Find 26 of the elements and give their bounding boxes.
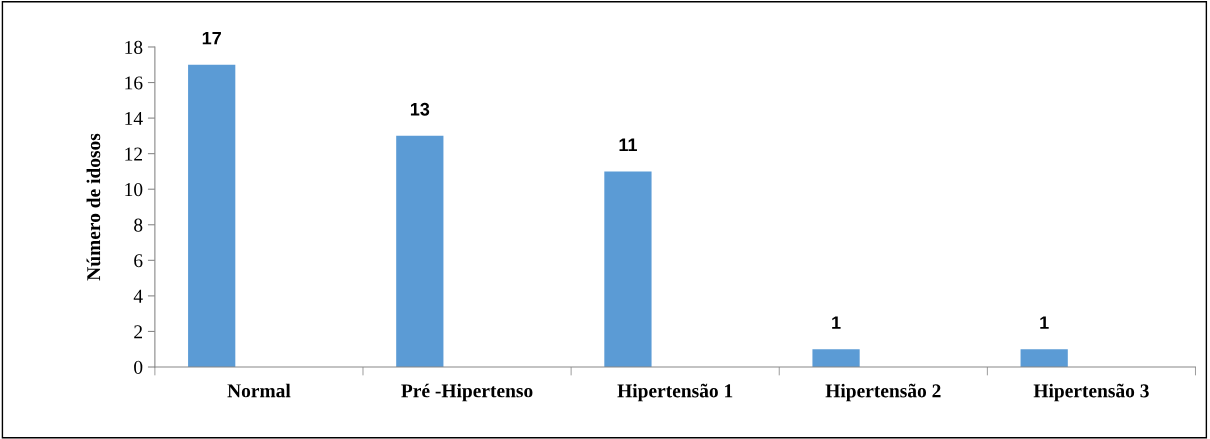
x-tick-label: Normal [227, 383, 291, 398]
y-tick-label: 8 [134, 218, 143, 232]
data-label: 17 [202, 31, 221, 45]
x-tick-label: Hipertensão 3 [1033, 383, 1149, 402]
y-tick-label: 16 [125, 76, 143, 90]
y-axis-title: Número de idosos [86, 133, 101, 281]
y-tick-label: 12 [125, 147, 142, 161]
data-label: 11 [619, 138, 637, 152]
y-tick-label: 4 [133, 289, 143, 303]
x-tick-label: Hipertensão 2 [825, 383, 941, 402]
y-tick-label: 10 [125, 183, 143, 197]
bar [396, 135, 444, 367]
y-tick-label: 2 [134, 325, 142, 339]
y-tick-label: 0 [134, 360, 143, 374]
bar [188, 64, 236, 367]
x-tick-label: Hipertensão 1 [617, 383, 733, 402]
x-tick-label: Pré -Hipertenso [401, 383, 533, 402]
data-label: 1 [1040, 316, 1049, 329]
data-label: 1 [832, 316, 841, 329]
y-tick-label: 6 [134, 254, 143, 268]
bar [604, 171, 652, 367]
bar [1020, 349, 1068, 367]
y-tick-label: 14 [125, 112, 143, 125]
data-label: 13 [410, 102, 430, 116]
y-tick-label: 18 [125, 40, 143, 54]
bar [812, 349, 860, 367]
